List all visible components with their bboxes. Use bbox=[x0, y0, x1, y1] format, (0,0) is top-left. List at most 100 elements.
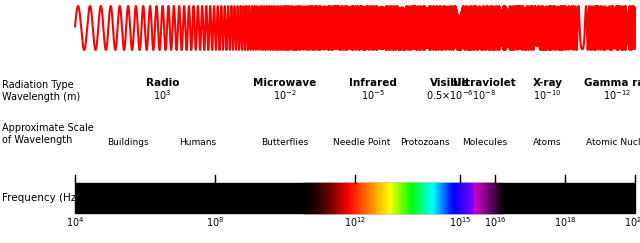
Bar bbox=[494, 183, 495, 213]
Bar bbox=[398, 183, 399, 213]
Bar bbox=[361, 183, 362, 213]
Bar bbox=[460, 183, 461, 213]
Bar bbox=[480, 183, 481, 213]
Bar bbox=[433, 183, 434, 213]
Bar bbox=[342, 183, 344, 213]
Bar bbox=[447, 183, 448, 213]
Bar bbox=[458, 183, 459, 213]
Text: $10^{-10}$: $10^{-10}$ bbox=[533, 88, 562, 102]
Bar bbox=[319, 183, 321, 213]
Bar bbox=[353, 183, 354, 213]
Bar bbox=[438, 183, 439, 213]
Bar bbox=[423, 183, 424, 213]
Bar bbox=[326, 183, 328, 213]
Bar bbox=[445, 183, 446, 213]
Bar bbox=[333, 183, 335, 213]
Bar bbox=[425, 183, 426, 213]
Bar bbox=[337, 183, 339, 213]
Bar bbox=[356, 183, 357, 213]
Text: Humans: Humans bbox=[179, 138, 216, 147]
Text: $10^{-8}$: $10^{-8}$ bbox=[472, 88, 497, 102]
Bar bbox=[435, 183, 436, 213]
Bar bbox=[410, 183, 411, 213]
Bar bbox=[439, 183, 440, 213]
Bar bbox=[372, 183, 373, 213]
Bar bbox=[476, 183, 477, 213]
Bar bbox=[482, 183, 483, 213]
Bar bbox=[340, 183, 342, 213]
Bar bbox=[469, 183, 470, 213]
Bar bbox=[421, 183, 422, 213]
Bar bbox=[394, 183, 395, 213]
Bar bbox=[490, 183, 491, 213]
Text: Frequency (Hz): Frequency (Hz) bbox=[2, 193, 80, 203]
Bar bbox=[379, 183, 380, 213]
Bar bbox=[471, 183, 472, 213]
Bar bbox=[415, 183, 416, 213]
Bar bbox=[414, 183, 415, 213]
Text: $0.5{\times}10^{-6}$: $0.5{\times}10^{-6}$ bbox=[426, 88, 474, 102]
Bar bbox=[365, 183, 366, 213]
Bar bbox=[420, 183, 421, 213]
Bar bbox=[75, 183, 635, 213]
Text: $10^{3}$: $10^{3}$ bbox=[154, 88, 172, 102]
Bar bbox=[330, 183, 332, 213]
Bar bbox=[442, 183, 443, 213]
Text: $10^{12}$: $10^{12}$ bbox=[344, 215, 366, 229]
Bar bbox=[378, 183, 379, 213]
Bar bbox=[369, 183, 370, 213]
Bar bbox=[440, 183, 441, 213]
Bar bbox=[360, 183, 361, 213]
Bar bbox=[488, 183, 489, 213]
Bar bbox=[492, 183, 493, 213]
Bar bbox=[454, 183, 455, 213]
Bar bbox=[377, 183, 378, 213]
Bar bbox=[363, 183, 364, 213]
Bar bbox=[307, 183, 308, 213]
Bar bbox=[427, 183, 428, 213]
Bar bbox=[475, 183, 476, 213]
Bar bbox=[359, 183, 360, 213]
Bar bbox=[373, 183, 374, 213]
Text: $10^{20}$: $10^{20}$ bbox=[623, 215, 640, 229]
Text: $10^{15}$: $10^{15}$ bbox=[449, 215, 471, 229]
Bar bbox=[436, 183, 437, 213]
Text: Approximate Scale
of Wavelength: Approximate Scale of Wavelength bbox=[2, 123, 93, 145]
Bar bbox=[484, 183, 485, 213]
Bar bbox=[397, 183, 398, 213]
Text: Radiation Type
Wavelength (m): Radiation Type Wavelength (m) bbox=[2, 80, 80, 102]
Bar bbox=[391, 183, 392, 213]
Bar bbox=[430, 183, 431, 213]
Bar bbox=[404, 183, 405, 213]
Bar bbox=[371, 183, 372, 213]
Bar bbox=[495, 183, 496, 213]
Bar bbox=[479, 183, 480, 213]
Bar bbox=[312, 183, 314, 213]
Bar bbox=[449, 183, 450, 213]
Bar bbox=[384, 183, 385, 213]
Bar bbox=[463, 183, 464, 213]
Bar bbox=[432, 183, 433, 213]
Bar bbox=[441, 183, 442, 213]
Bar bbox=[452, 183, 453, 213]
Bar bbox=[462, 183, 463, 213]
Bar bbox=[344, 183, 346, 213]
Bar bbox=[351, 183, 352, 213]
Bar bbox=[485, 183, 486, 213]
Bar bbox=[498, 183, 499, 213]
Text: Gamma ray: Gamma ray bbox=[584, 78, 640, 88]
Bar bbox=[366, 183, 367, 213]
Bar bbox=[499, 183, 500, 213]
Bar bbox=[382, 183, 383, 213]
Bar bbox=[489, 183, 490, 213]
Bar bbox=[446, 183, 447, 213]
Bar bbox=[367, 183, 368, 213]
Bar bbox=[411, 183, 412, 213]
Bar bbox=[453, 183, 454, 213]
Bar bbox=[426, 183, 427, 213]
Bar bbox=[467, 183, 468, 213]
Bar bbox=[422, 183, 423, 213]
Bar bbox=[465, 183, 466, 213]
Text: Ultraviolet: Ultraviolet bbox=[453, 78, 516, 88]
Bar bbox=[403, 183, 404, 213]
